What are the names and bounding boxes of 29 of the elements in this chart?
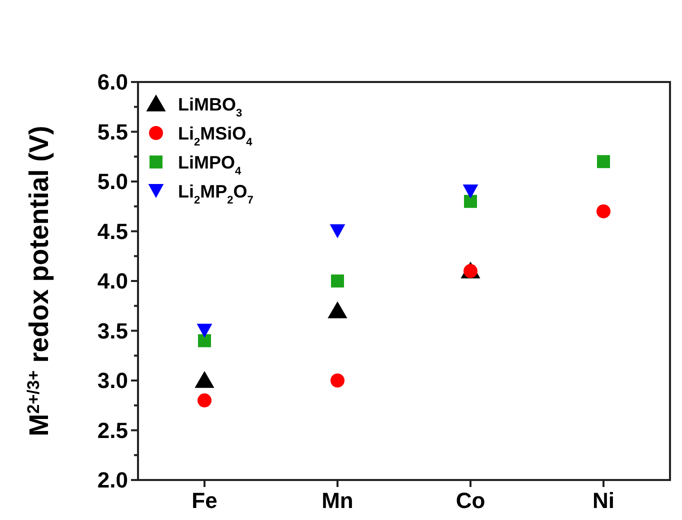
point	[194, 371, 214, 388]
y-tick-label: 2.0	[97, 468, 128, 493]
y-tick-label: 5.0	[97, 169, 128, 194]
point	[330, 374, 344, 388]
point	[462, 184, 478, 198]
point	[198, 334, 211, 348]
point	[597, 155, 610, 168]
legend-label: LiMBO$_{3}$	[178, 94, 242, 120]
y-tick-label: 5.5	[97, 119, 128, 144]
point	[198, 393, 212, 408]
legend-label: LiMPO$_{4}$	[178, 152, 242, 178]
x-tick-label: Co	[456, 488, 486, 513]
legend-label: Li$_{2}$MP$_{2}$O$_{7}$	[178, 181, 254, 206]
x-tick-label: Mn	[322, 488, 354, 513]
x-tick-label: Fe	[192, 488, 218, 513]
point	[596, 204, 610, 218]
point	[196, 324, 212, 338]
y-tick-label: 6.0	[97, 70, 128, 95]
legend-label: Li$_{2}$MSiO$_{4}$	[178, 123, 254, 148]
y-tick-label: 4.0	[97, 268, 128, 294]
point	[331, 274, 344, 288]
y-tick-label: 2.5	[97, 418, 128, 443]
y-tick-label: 3.5	[97, 318, 128, 344]
x-tick-label: Ni	[592, 488, 614, 513]
point	[330, 224, 346, 238]
point	[328, 301, 348, 318]
point	[464, 194, 477, 208]
y-tick-label: 4.5	[97, 218, 128, 244]
y-tick-label: 3.0	[97, 368, 128, 394]
